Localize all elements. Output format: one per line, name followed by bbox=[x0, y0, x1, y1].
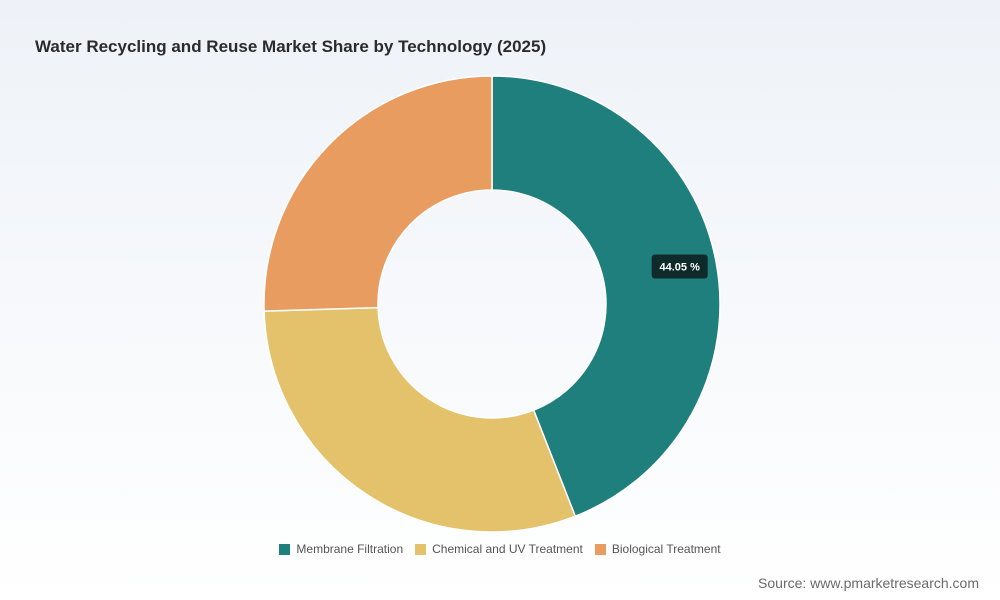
legend-item-membrane-filtration[interactable]: Membrane Filtration bbox=[279, 542, 403, 556]
slice-biological-treatment[interactable] bbox=[263, 75, 493, 312]
chart-title: Water Recycling and Reuse Market Share b… bbox=[35, 37, 547, 56]
source-note: Source: www.pmarketresearch.com bbox=[758, 575, 979, 591]
legend-item-biological-treatment[interactable]: Biological Treatment bbox=[594, 542, 721, 556]
legend-label: Chemical and UV Treatment bbox=[432, 542, 583, 556]
legend-item-chemical-and-uv-treatment[interactable]: Chemical and UV Treatment bbox=[415, 542, 583, 556]
legend-label: Biological Treatment bbox=[611, 542, 721, 556]
data-label-text: 44.05 % bbox=[659, 262, 700, 274]
legend-label: Membrane Filtration bbox=[296, 542, 404, 556]
chart-legend: Membrane Filtration Chemical and UV Treat… bbox=[0, 542, 1000, 556]
data-label-membrane-filtration: 44.05 % bbox=[651, 254, 708, 279]
legend-swatch bbox=[415, 543, 427, 555]
data-label-box bbox=[651, 254, 708, 279]
legend-swatch bbox=[594, 543, 606, 555]
slice-membrane-filtration[interactable] bbox=[491, 75, 721, 518]
slice-chemical-and-uv-treatment[interactable] bbox=[263, 306, 577, 533]
legend-swatch bbox=[279, 543, 291, 555]
